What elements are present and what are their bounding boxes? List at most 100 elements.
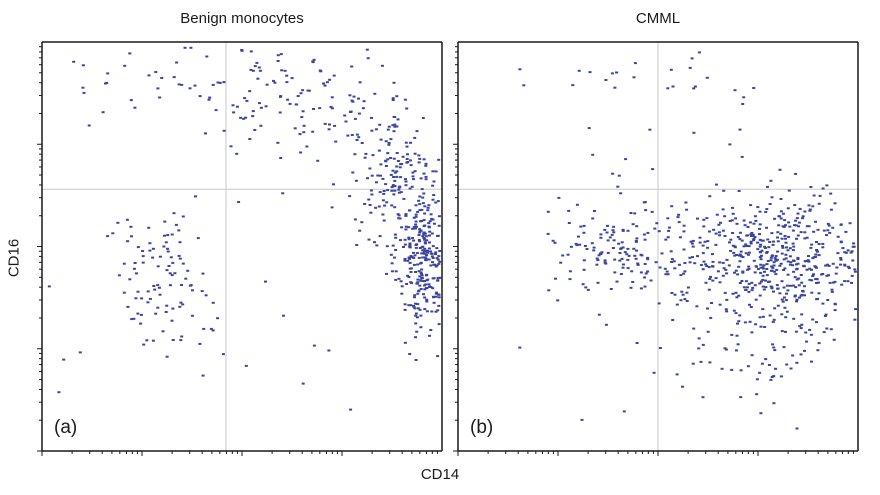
- data-point: [567, 222, 571, 224]
- data-point: [706, 330, 710, 333]
- data-point: [378, 191, 382, 194]
- data-point: [764, 279, 768, 282]
- data-point: [568, 278, 572, 281]
- data-point: [785, 284, 789, 287]
- data-point: [569, 245, 573, 248]
- data-point: [791, 229, 795, 232]
- data-point: [821, 187, 825, 190]
- data-point: [397, 191, 401, 194]
- data-point: [802, 264, 806, 267]
- data-point: [797, 277, 801, 280]
- data-point: [276, 54, 280, 57]
- data-point: [305, 145, 309, 148]
- data-point: [567, 209, 571, 212]
- data-point: [286, 98, 290, 101]
- data-point: [698, 236, 702, 239]
- data-point: [430, 310, 434, 313]
- data-point: [791, 264, 795, 267]
- data-point: [404, 228, 408, 231]
- data-point: [836, 252, 840, 255]
- data-point: [718, 303, 722, 306]
- data-point: [742, 245, 746, 248]
- data-point: [750, 331, 754, 334]
- data-point: [814, 266, 818, 269]
- data-point: [746, 253, 750, 256]
- data-point: [416, 263, 420, 266]
- data-point: [403, 243, 407, 246]
- data-point: [428, 334, 431, 337]
- data-point: [784, 241, 788, 244]
- data-point: [608, 236, 612, 239]
- data-point: [817, 342, 821, 345]
- data-point: [387, 141, 391, 144]
- data-point: [367, 198, 371, 201]
- data-point: [739, 250, 743, 253]
- data-point: [405, 161, 409, 164]
- data-point: [136, 290, 140, 293]
- data-point: [740, 239, 744, 242]
- data-point: [846, 249, 850, 252]
- data-point: [812, 273, 815, 276]
- data-point: [300, 116, 304, 119]
- data-point: [682, 272, 686, 275]
- data-point: [739, 369, 743, 372]
- data-point: [762, 267, 765, 270]
- data-point: [427, 283, 431, 286]
- data-point: [276, 60, 280, 62]
- data-point: [170, 319, 174, 322]
- data-point: [682, 248, 686, 251]
- data-point: [778, 292, 782, 295]
- data-point: [718, 234, 722, 237]
- data-point: [147, 226, 151, 229]
- data-point: [747, 290, 751, 293]
- x-axis-title: CD14: [420, 466, 460, 483]
- data-point: [432, 301, 436, 304]
- data-point: [158, 96, 162, 99]
- data-point: [163, 234, 166, 237]
- data-point: [701, 396, 705, 399]
- data-point: [381, 213, 385, 216]
- data-point: [807, 255, 810, 257]
- data-point: [748, 221, 752, 224]
- data-point: [393, 171, 397, 174]
- data-point: [424, 242, 427, 245]
- data-point: [383, 204, 387, 207]
- data-point: [429, 329, 433, 331]
- data-point: [419, 279, 423, 282]
- data-point: [518, 68, 522, 71]
- data-point: [832, 338, 836, 341]
- data-point: [806, 259, 810, 262]
- data-point: [793, 204, 797, 206]
- data-point: [773, 349, 777, 352]
- data-point: [737, 265, 741, 268]
- data-point: [735, 296, 739, 299]
- data-point: [390, 270, 394, 273]
- data-point: [363, 203, 367, 205]
- data-point: [758, 282, 762, 285]
- data-point: [769, 179, 773, 182]
- data-point: [229, 145, 233, 148]
- data-point: [409, 267, 413, 270]
- data-point: [825, 234, 828, 237]
- data-point: [425, 298, 429, 301]
- data-point: [843, 280, 847, 283]
- data-point: [626, 258, 630, 261]
- data-point: [745, 286, 749, 289]
- data-point: [618, 252, 622, 254]
- data-point: [788, 255, 792, 258]
- data-point: [414, 213, 418, 216]
- data-point: [761, 285, 765, 288]
- data-point: [765, 268, 769, 270]
- data-point: [724, 268, 728, 271]
- data-point: [414, 246, 418, 249]
- data-point: [405, 145, 409, 148]
- data-point: [828, 231, 832, 234]
- data-point: [222, 81, 226, 84]
- data-point: [683, 298, 687, 301]
- data-point: [603, 259, 607, 262]
- data-point: [776, 287, 780, 290]
- data-point: [701, 252, 705, 255]
- data-point: [803, 285, 806, 288]
- data-point: [168, 272, 172, 275]
- data-point: [722, 189, 726, 192]
